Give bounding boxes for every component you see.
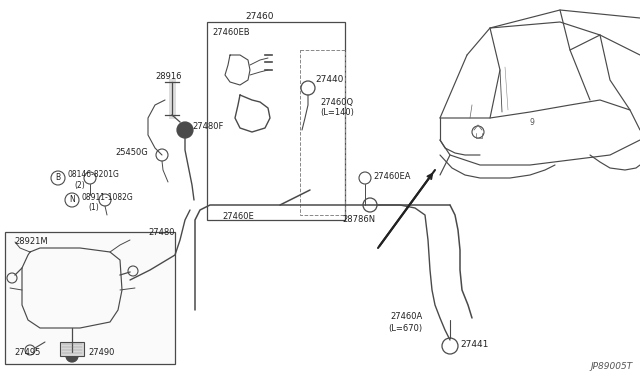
Text: N: N bbox=[69, 196, 75, 205]
Text: 25450G: 25450G bbox=[115, 148, 148, 157]
Text: 27460A: 27460A bbox=[390, 312, 422, 321]
Bar bbox=[300, 50, 345, 215]
Text: 27480F: 27480F bbox=[192, 122, 223, 131]
Text: JP89005T: JP89005T bbox=[590, 362, 632, 371]
Bar bbox=[5, 232, 175, 364]
Text: 27460: 27460 bbox=[246, 12, 275, 21]
Text: 08146-8201G: 08146-8201G bbox=[68, 170, 120, 179]
Text: (L=140): (L=140) bbox=[320, 108, 354, 117]
Polygon shape bbox=[22, 248, 122, 328]
Text: 08911-1082G: 08911-1082G bbox=[82, 193, 134, 202]
Text: (2): (2) bbox=[74, 181, 84, 190]
Text: 28916: 28916 bbox=[155, 72, 182, 81]
Text: (1): (1) bbox=[88, 203, 99, 212]
Bar bbox=[207, 22, 345, 220]
Text: 27460EB: 27460EB bbox=[212, 28, 250, 37]
Text: 27495: 27495 bbox=[14, 348, 40, 357]
Text: 28786N: 28786N bbox=[342, 215, 375, 224]
Text: (L=670): (L=670) bbox=[388, 324, 422, 333]
Text: 27460Q: 27460Q bbox=[320, 98, 353, 107]
Bar bbox=[60, 342, 84, 356]
Text: 27440: 27440 bbox=[315, 75, 344, 84]
Text: 27441: 27441 bbox=[460, 340, 488, 349]
Text: 28921M: 28921M bbox=[14, 237, 47, 246]
Text: B: B bbox=[56, 173, 61, 183]
Circle shape bbox=[177, 122, 193, 138]
Text: 9: 9 bbox=[530, 118, 535, 127]
Text: 27490: 27490 bbox=[88, 348, 115, 357]
Text: 27480: 27480 bbox=[148, 228, 175, 237]
Text: 27460EA: 27460EA bbox=[373, 172, 410, 181]
Text: 27460E: 27460E bbox=[222, 212, 253, 221]
Circle shape bbox=[66, 350, 78, 362]
